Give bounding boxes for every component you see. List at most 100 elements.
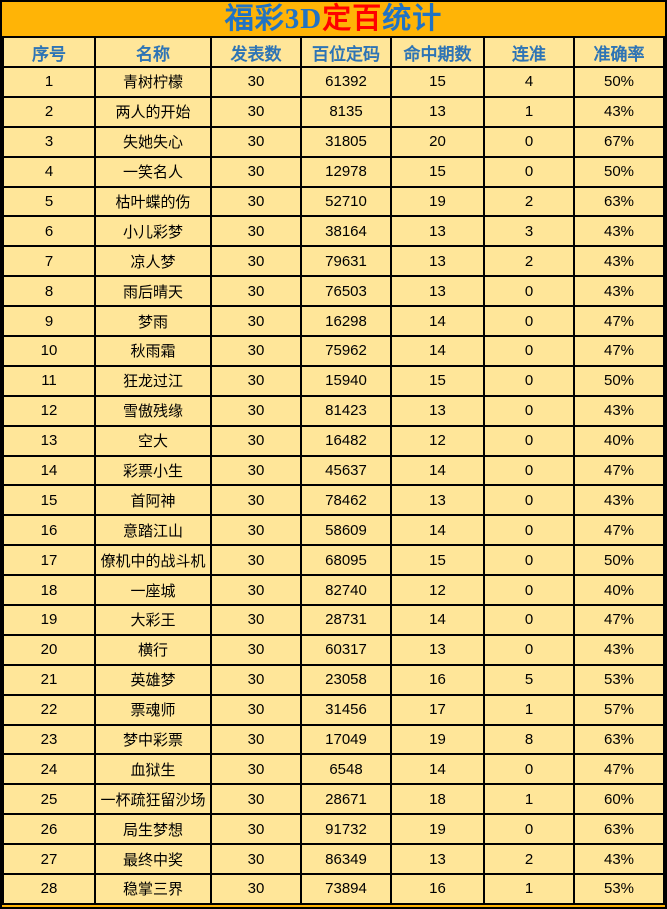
- title-segment-blue-1: 福彩3D: [224, 3, 323, 35]
- header-row: 序号 名称 发表数 百位定码 命中期数 连准 准确率: [2, 36, 665, 68]
- hit-periods-cell: 13: [390, 275, 485, 308]
- name-cell: 秋雨霜: [94, 335, 212, 367]
- hit-periods-cell: 14: [390, 753, 485, 786]
- published-count-cell: 30: [210, 66, 302, 98]
- row-number-cell: 16: [2, 514, 96, 547]
- table-row: 16 意踏江山 30 58609 14 0 47%: [2, 514, 665, 547]
- table-row: 27 最终中奖 30 86349 13 2 43%: [2, 843, 665, 876]
- consecutive-hits-cell: 0: [483, 364, 575, 397]
- hit-periods-cell: 13: [390, 394, 485, 427]
- stats-table: 序号 名称 发表数 百位定码 命中期数 连准 准确率 1 青树柠檬 30 61392 15 4 50% 2…: [2, 36, 665, 905]
- hit-periods-cell: 14: [390, 454, 485, 487]
- hundreds-code-cell: 38164: [300, 215, 392, 248]
- consecutive-hits-cell: 0: [483, 394, 575, 427]
- accuracy-cell: 47%: [573, 604, 665, 636]
- published-count-cell: 30: [210, 155, 302, 188]
- table-row: 22 票魂师 30 31456 17 1 57%: [2, 693, 665, 726]
- table-row: 5 枯叶蝶的伤 30 52710 19 2 63%: [2, 185, 665, 218]
- table-body: 1 青树柠檬 30 61392 15 4 50% 2 两人的开始 30 8135 13 1 43% 3 失她失…: [2, 66, 665, 905]
- hit-periods-cell: 12: [390, 574, 485, 607]
- published-count-cell: 30: [210, 813, 302, 846]
- hit-periods-cell: 14: [390, 604, 485, 636]
- hit-periods-cell: 19: [390, 185, 485, 218]
- title-segment-red: 定百: [322, 3, 383, 35]
- hundreds-code-cell: 15940: [300, 364, 392, 397]
- accuracy-cell: 53%: [573, 663, 665, 696]
- hit-periods-cell: 18: [390, 783, 485, 816]
- hundreds-code-cell: 8135: [300, 95, 392, 128]
- row-number-cell: 9: [2, 305, 96, 338]
- row-number-cell: 23: [2, 723, 96, 756]
- accuracy-cell: 40%: [573, 424, 665, 457]
- table-row: 21 英雄梦 30 23058 16 5 53%: [2, 663, 665, 696]
- consecutive-hits-cell: 0: [483, 305, 575, 338]
- column-header-6: 连准: [483, 36, 575, 68]
- hundreds-code-cell: 75962: [300, 335, 392, 367]
- table-row: 24 血狱生 30 6548 14 0 47%: [2, 753, 665, 786]
- row-number-cell: 14: [2, 454, 96, 487]
- table-row: 11 狂龙过江 30 15940 15 0 50%: [2, 364, 665, 397]
- row-number-cell: 5: [2, 185, 96, 218]
- consecutive-hits-cell: 1: [483, 873, 575, 905]
- published-count-cell: 30: [210, 305, 302, 338]
- name-cell: 小儿彩梦: [94, 215, 212, 248]
- published-count-cell: 30: [210, 245, 302, 278]
- hundreds-code-cell: 52710: [300, 185, 392, 218]
- accuracy-cell: 47%: [573, 753, 665, 786]
- hundreds-code-cell: 31456: [300, 693, 392, 726]
- hit-periods-cell: 14: [390, 305, 485, 338]
- name-cell: 一杯疏狂留沙场: [94, 783, 212, 816]
- hit-periods-cell: 14: [390, 335, 485, 367]
- hundreds-code-cell: 68095: [300, 544, 392, 577]
- hit-periods-cell: 19: [390, 813, 485, 846]
- accuracy-cell: 47%: [573, 335, 665, 367]
- consecutive-hits-cell: 3: [483, 215, 575, 248]
- hundreds-code-cell: 76503: [300, 275, 392, 308]
- hit-periods-cell: 14: [390, 514, 485, 547]
- published-count-cell: 30: [210, 753, 302, 786]
- hundreds-code-cell: 60317: [300, 633, 392, 666]
- table-row: 2 两人的开始 30 8135 13 1 43%: [2, 95, 665, 128]
- row-number-cell: 21: [2, 663, 96, 696]
- row-number-cell: 3: [2, 125, 96, 158]
- hit-periods-cell: 15: [390, 66, 485, 98]
- name-cell: 彩票小生: [94, 454, 212, 487]
- accuracy-cell: 57%: [573, 693, 665, 726]
- published-count-cell: 30: [210, 275, 302, 308]
- column-header-3: 发表数: [210, 36, 302, 68]
- table-row: 6 小儿彩梦 30 38164 13 3 43%: [2, 215, 665, 248]
- table-row: 15 首阿神 30 78462 13 0 43%: [2, 484, 665, 517]
- consecutive-hits-cell: 0: [483, 604, 575, 636]
- published-count-cell: 30: [210, 873, 302, 905]
- name-cell: 最终中奖: [94, 843, 212, 876]
- name-cell: 雪傲残缘: [94, 394, 212, 427]
- published-count-cell: 30: [210, 843, 302, 876]
- row-number-cell: 1: [2, 66, 96, 98]
- hundreds-code-cell: 12978: [300, 155, 392, 188]
- name-cell: 失她失心: [94, 125, 212, 158]
- accuracy-cell: 60%: [573, 783, 665, 816]
- consecutive-hits-cell: 0: [483, 813, 575, 846]
- name-cell: 票魂师: [94, 693, 212, 726]
- hundreds-code-cell: 28731: [300, 604, 392, 636]
- hundreds-code-cell: 6548: [300, 753, 392, 786]
- row-number-cell: 4: [2, 155, 96, 188]
- published-count-cell: 30: [210, 364, 302, 397]
- name-cell: 狂龙过江: [94, 364, 212, 397]
- accuracy-cell: 63%: [573, 723, 665, 756]
- published-count-cell: 30: [210, 783, 302, 816]
- row-number-cell: 12: [2, 394, 96, 427]
- row-number-cell: 8: [2, 275, 96, 308]
- title-segment-blue-2: 统计: [382, 3, 443, 35]
- name-cell: 横行: [94, 633, 212, 666]
- hundreds-code-cell: 58609: [300, 514, 392, 547]
- row-number-cell: 19: [2, 604, 96, 636]
- consecutive-hits-cell: 0: [483, 424, 575, 457]
- hundreds-code-cell: 16482: [300, 424, 392, 457]
- accuracy-cell: 43%: [573, 484, 665, 517]
- table-row: 25 一杯疏狂留沙场 30 28671 18 1 60%: [2, 783, 665, 816]
- accuracy-cell: 63%: [573, 185, 665, 218]
- hit-periods-cell: 15: [390, 544, 485, 577]
- hit-periods-cell: 15: [390, 364, 485, 397]
- name-cell: 青树柠檬: [94, 66, 212, 98]
